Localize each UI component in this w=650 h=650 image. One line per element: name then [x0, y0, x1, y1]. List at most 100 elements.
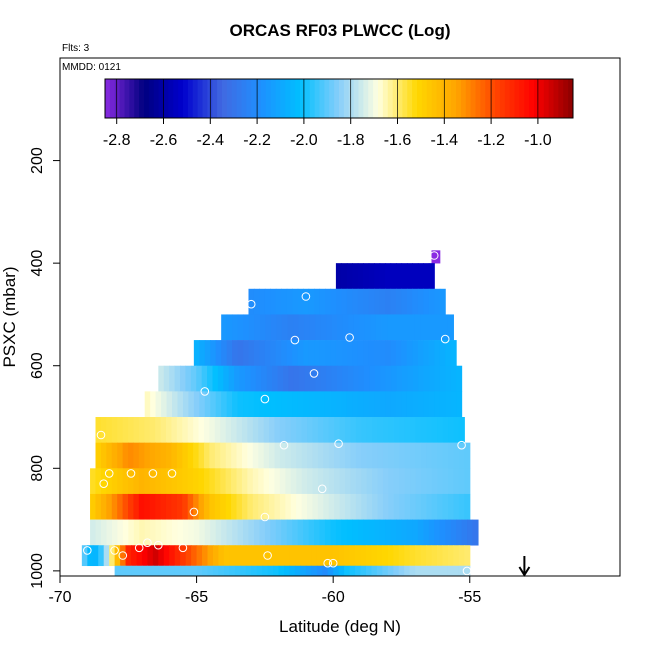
heatmap-cell: [431, 468, 438, 495]
heatmap-cell: [297, 391, 304, 418]
heatmap-cell: [393, 493, 400, 520]
heatmap-cell: [100, 468, 107, 495]
heatmap-cell: [361, 468, 368, 495]
heatmap-cell: [258, 493, 265, 520]
heatmap-cell: [188, 519, 195, 546]
heatmap-cell: [377, 417, 384, 443]
heatmap-cell: [166, 417, 173, 443]
heatmap-cell: [437, 442, 444, 469]
heatmap-cell: [185, 565, 192, 576]
heatmap-cell: [177, 391, 184, 418]
heatmap-cell: [198, 493, 205, 520]
heatmap-cell: [334, 442, 341, 469]
colorbar-segment: [109, 79, 116, 118]
heatmap-cell: [98, 545, 105, 567]
colorbar-segment: [129, 79, 135, 118]
heatmap-cell: [275, 519, 282, 546]
heatmap-cell: [174, 365, 181, 392]
heatmap-cell: [263, 468, 270, 495]
heatmap-cell: [270, 519, 277, 546]
colorbar-segment: [236, 79, 243, 118]
heatmap-cell: [374, 340, 381, 367]
heatmap-cell: [285, 417, 292, 443]
heatmap-cell: [399, 442, 406, 469]
heatmap-cell: [429, 365, 436, 392]
heatmap-cell: [368, 340, 375, 367]
heatmap-cell: [250, 365, 257, 392]
sample-marker: [83, 546, 92, 555]
heatmap-cell: [122, 468, 129, 495]
heatmap-cell: [196, 565, 203, 576]
heatmap-cell: [412, 340, 419, 367]
heatmap-cell: [270, 288, 277, 315]
heatmap-cell: [368, 391, 375, 418]
colorbar-segment: [105, 79, 111, 118]
heatmap-cell: [423, 340, 430, 367]
heatmap-cell: [278, 565, 285, 576]
heatmap-cell: [196, 545, 203, 567]
heatmap-cell: [442, 314, 449, 341]
heatmap-cell: [240, 545, 247, 567]
heatmap-cell: [294, 565, 301, 576]
heatmap-cell: [379, 391, 386, 418]
heatmap-cell: [458, 493, 465, 520]
heatmap-cell: [450, 340, 457, 367]
heatmap-cell: [95, 442, 102, 469]
heatmap-cell: [399, 468, 406, 495]
colorbar-segment: [514, 79, 520, 118]
heatmap-cell: [439, 391, 446, 418]
heatmap-cell: [270, 391, 277, 418]
colorbar-segment: [460, 79, 467, 118]
heatmap-cell: [365, 545, 373, 567]
heatmap-cell: [319, 340, 326, 367]
heatmap-cell: [357, 288, 364, 315]
heatmap-cell: [388, 493, 395, 520]
heatmap-cell: [445, 340, 452, 367]
heatmap-cell: [352, 288, 359, 315]
heatmap-cell: [255, 365, 262, 392]
colorbar-segment: [446, 79, 452, 118]
heatmap-cell: [431, 442, 438, 469]
heatmap-cell: [357, 340, 364, 367]
heatmap-cell: [352, 263, 359, 290]
heatmap-cell: [409, 314, 416, 341]
heatmap-cell: [174, 565, 181, 576]
heatmap-cell: [196, 365, 203, 392]
heatmap-cell: [207, 545, 214, 567]
heatmap-cell: [371, 565, 378, 576]
heatmap-cell: [361, 442, 368, 469]
heatmap-cell: [328, 493, 335, 520]
heatmap-cell: [193, 340, 200, 367]
sample-marker: [345, 333, 354, 342]
heatmap-cell: [198, 417, 205, 443]
heatmap-cell: [357, 263, 364, 290]
heatmap-cell: [144, 493, 151, 520]
heatmap-cell: [371, 545, 378, 567]
heatmap-cell: [201, 365, 208, 392]
heatmap-cell: [234, 565, 241, 576]
heatmap-cell: [447, 314, 454, 341]
heatmap-cell: [111, 417, 118, 443]
heatmap-cell: [355, 493, 362, 520]
heatmap-cell: [160, 417, 167, 443]
sample-marker: [134, 543, 144, 553]
heatmap-cell: [210, 391, 217, 418]
heatmap-cell: [214, 442, 221, 469]
heatmap-cell: [437, 468, 444, 495]
heatmap-cell: [229, 565, 236, 576]
colorbar-segment: [426, 79, 433, 118]
colorbar-segment: [470, 79, 477, 118]
heatmap-cell: [345, 442, 352, 469]
heatmap-cell: [267, 565, 274, 576]
heatmap-cell: [442, 468, 449, 495]
heatmap-cell: [365, 565, 373, 576]
heatmap-cell: [293, 365, 300, 392]
heatmap-cell: [203, 417, 210, 443]
heatmap-cell: [341, 288, 348, 315]
heatmap-cell: [348, 314, 355, 341]
heatmap-cell: [263, 417, 270, 443]
colorbar-segment: [363, 79, 369, 118]
colorbar-segment: [187, 79, 194, 118]
heatmap-cell: [382, 493, 389, 520]
heatmap-cell: [259, 288, 266, 315]
